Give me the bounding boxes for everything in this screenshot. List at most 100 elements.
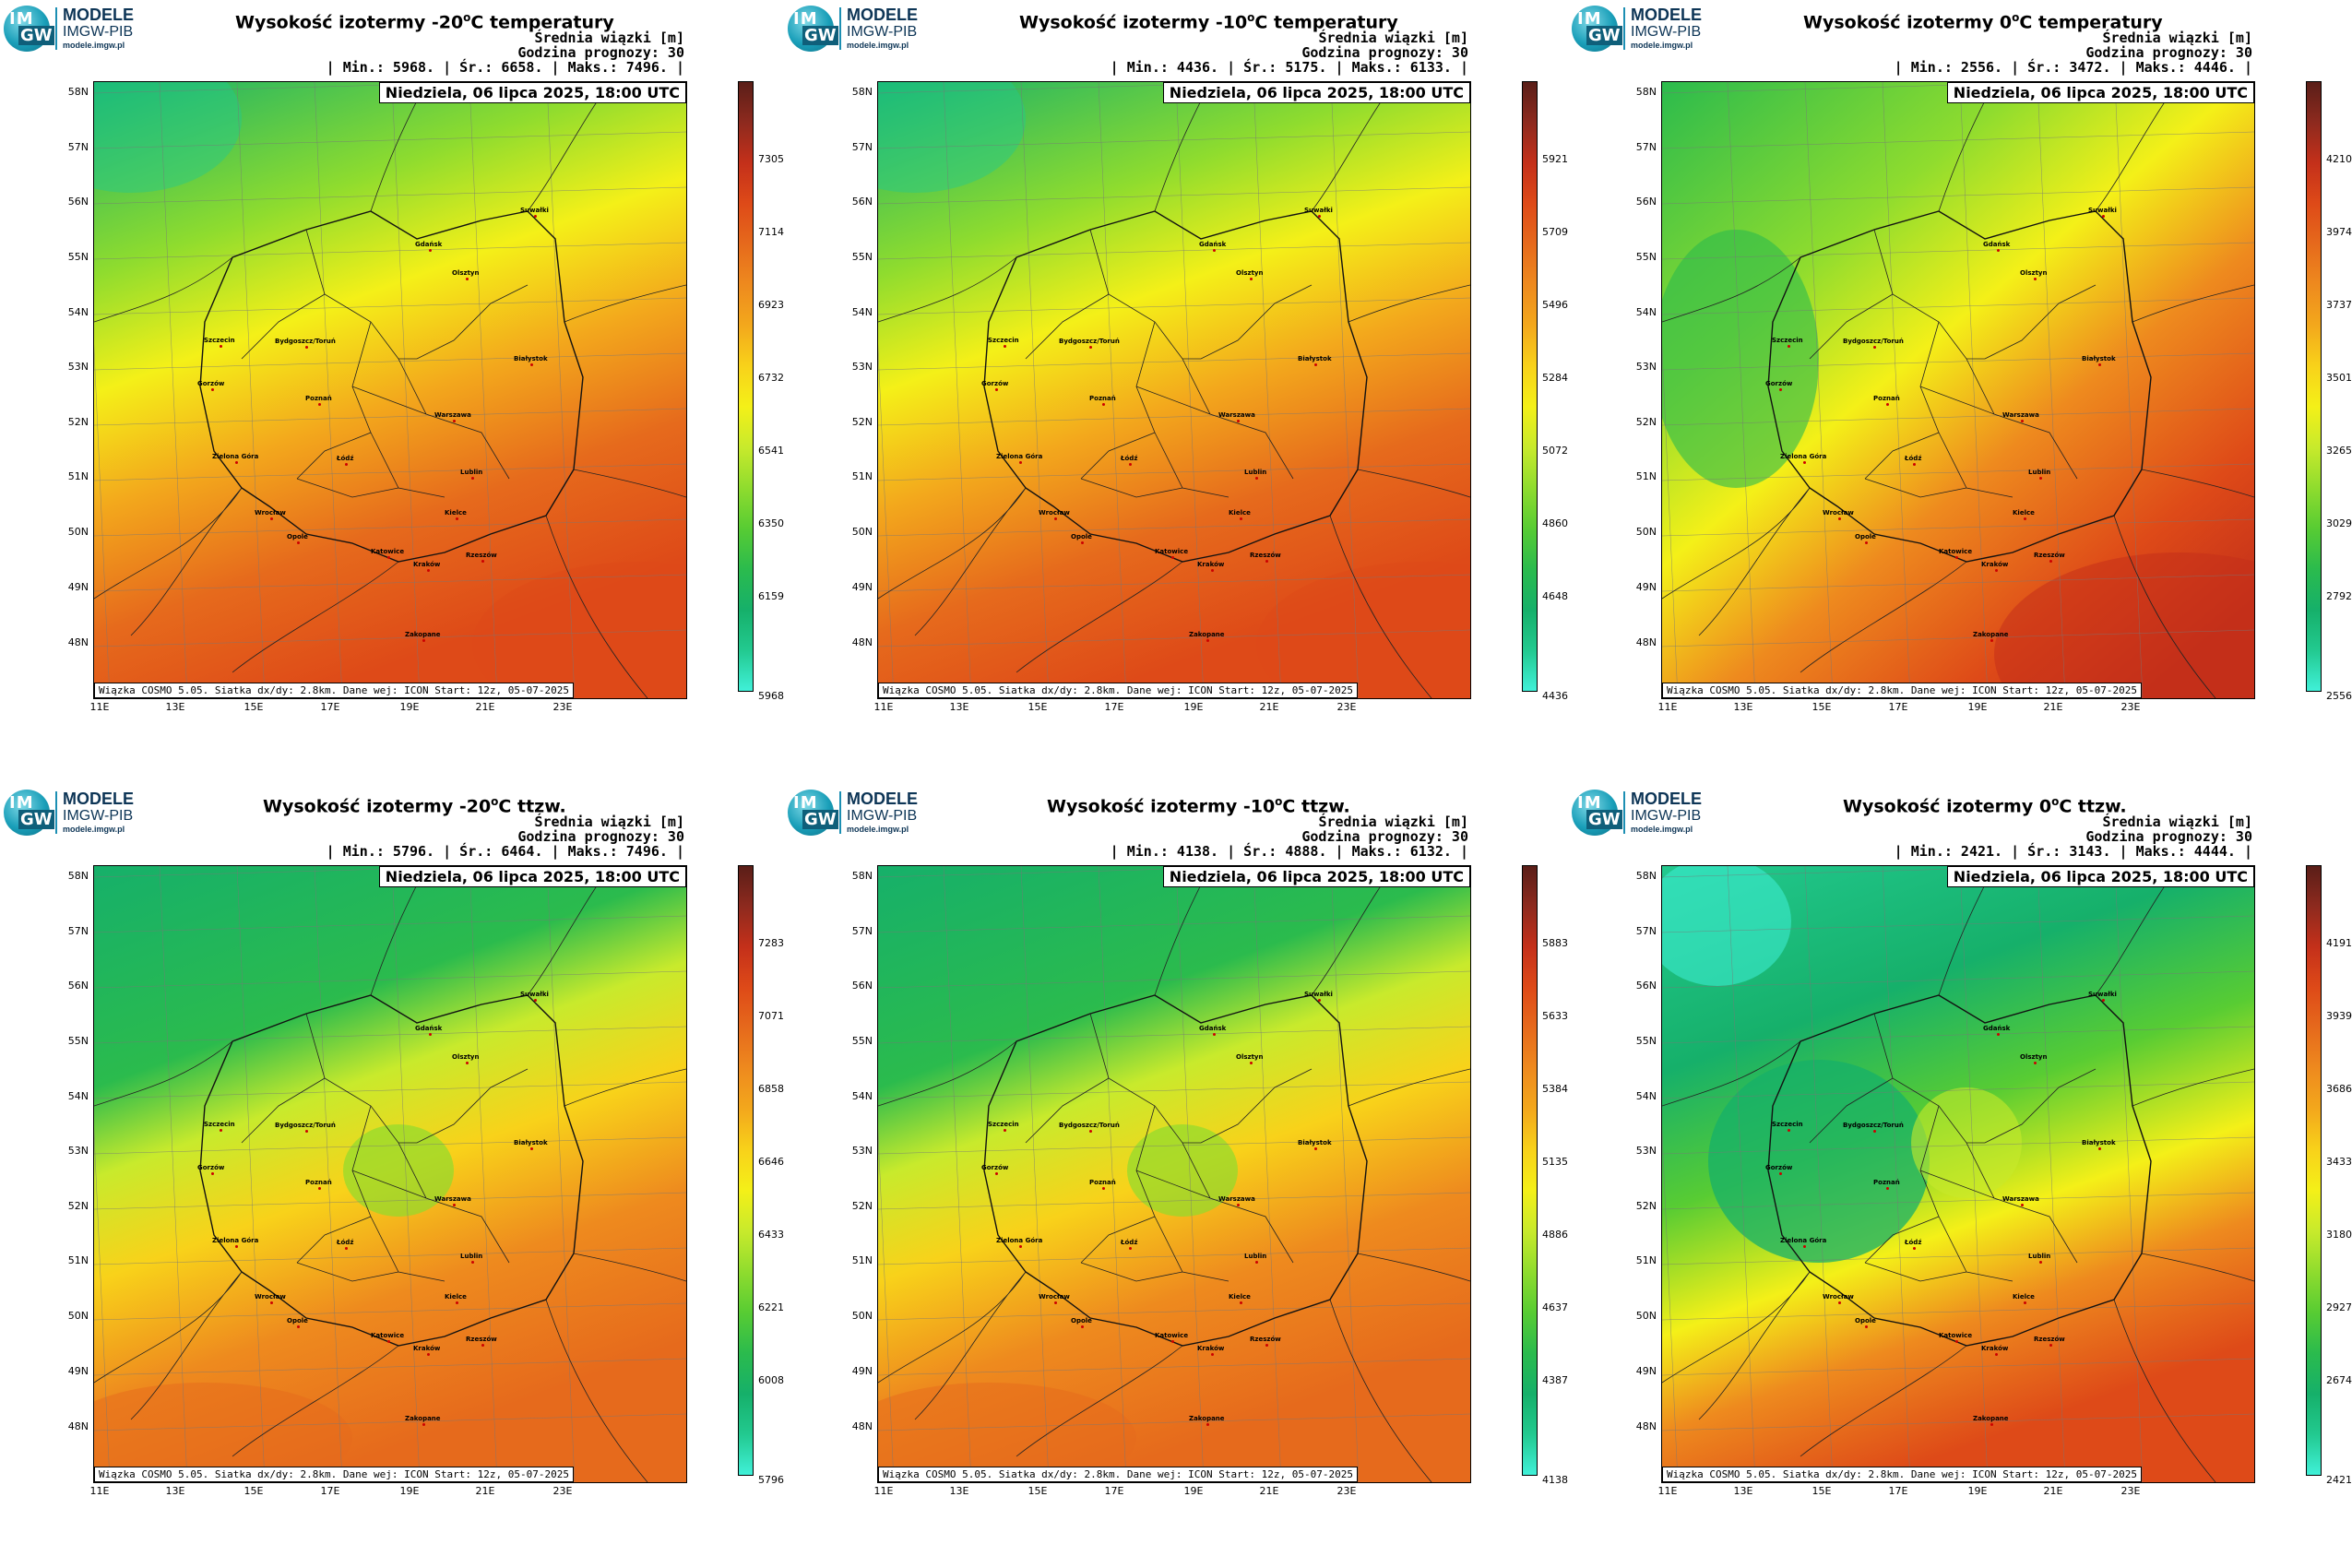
city-label: Białystok: [514, 355, 548, 366]
colorbar-tick: 7283: [758, 937, 784, 949]
map-area: Gdańsk Olsztyn Suwałki Szczecin Bydgoszcz/To…: [93, 865, 687, 1483]
lon-label: 23E: [1336, 701, 1357, 713]
imgw-logo: IM GW MODELE IMGW-PIB modele.imgw.pl: [788, 788, 935, 837]
lat-label: 57N: [67, 141, 89, 153]
lat-label: 52N: [851, 1200, 873, 1212]
colorbar-tick: 4210: [2326, 153, 2352, 165]
lon-label: 21E: [1259, 1485, 1279, 1497]
lon-label: 21E: [1259, 701, 1279, 713]
lat-label: 52N: [67, 416, 89, 428]
beam-label: Średnia wiązki [m]: [2102, 814, 2252, 830]
city-label: Białystok: [2082, 355, 2116, 366]
city-label: Suwałki: [520, 207, 549, 218]
lat-label: 48N: [67, 636, 89, 648]
logo-brand-imgw: IMGW-PIB: [847, 808, 918, 824]
lat-label: 54N: [67, 1090, 89, 1102]
model-footer: Wiązka COSMO 5.05. Siatka dx/dy: 2.8km. …: [94, 683, 574, 698]
lon-label: 13E: [165, 701, 185, 713]
colorbar-tick: 7114: [758, 226, 784, 238]
lat-label: 58N: [67, 870, 89, 882]
lon-label: 21E: [475, 1485, 495, 1497]
city-label: Wrocław: [1823, 509, 1854, 520]
city-label: Kielce: [2013, 509, 2035, 520]
colorbar-tick: 5883: [1542, 937, 1568, 949]
colorbar-tick: 2927: [2326, 1301, 2352, 1313]
logo-brand-url: modele.imgw.pl: [1631, 41, 1693, 50]
colorbar-tick: 5496: [1542, 299, 1568, 311]
logo-brand-imgw: IMGW-PIB: [1631, 24, 1702, 40]
lon-label: 23E: [552, 1485, 573, 1497]
lat-label: 57N: [1635, 141, 1657, 153]
lat-label: 57N: [67, 925, 89, 937]
lon-label: 17E: [320, 1485, 340, 1497]
forecast-hour: Godzina prognozy: 30: [1301, 828, 1468, 845]
city-label: Gorzów: [981, 1164, 1009, 1175]
city-label: Katowice: [1155, 1332, 1189, 1343]
logo-brand-modele: MODELE: [63, 6, 135, 24]
lat-label: 50N: [1635, 526, 1657, 538]
city-label: Szczecin: [204, 337, 235, 348]
logo-text-top: IM: [793, 793, 818, 813]
city-label: Łódź: [1905, 455, 1922, 466]
lon-label: 15E: [1028, 1485, 1048, 1497]
colorbar-tick: 4191: [2326, 937, 2352, 949]
stats-line: | Min.: 2556. | Śr.: 3472. | Maks.: 4446…: [1894, 59, 2252, 76]
colorbar-tick: 6350: [758, 517, 784, 529]
lat-label: 48N: [67, 1420, 89, 1432]
lon-label: 13E: [165, 1485, 185, 1497]
city-label: Poznań: [1089, 1179, 1116, 1190]
city-label: Gdańsk: [1199, 1025, 1227, 1036]
colorbar-tick: 2792: [2326, 590, 2352, 602]
logo-brand-imgw: IMGW-PIB: [63, 24, 134, 40]
map-canvas: [878, 866, 1470, 1482]
city-label: Wrocław: [1039, 1293, 1070, 1304]
city-label: Zakopane: [1189, 631, 1225, 642]
city-label: Łódź: [1121, 1239, 1138, 1250]
lat-label: 54N: [67, 306, 89, 318]
colorbar-tick: 6541: [758, 445, 784, 457]
logo-brand-modele: MODELE: [847, 6, 919, 24]
lat-label: 51N: [851, 470, 873, 482]
lon-label: 17E: [1888, 701, 1908, 713]
colorbar-tick: 6858: [758, 1083, 784, 1095]
lat-label: 55N: [851, 1035, 873, 1047]
lon-label: 11E: [89, 701, 110, 713]
colorbar-tick: 5796: [758, 1474, 784, 1486]
colorbar-tick: 6923: [758, 299, 784, 311]
lat-label: 57N: [1635, 925, 1657, 937]
colorbar-tick: 6008: [758, 1374, 784, 1386]
logo-brand-url: modele.imgw.pl: [847, 41, 909, 50]
imgw-logo: IM GW MODELE IMGW-PIB modele.imgw.pl: [788, 4, 935, 53]
colorbar-tick: 4387: [1542, 1374, 1568, 1386]
city-label: Rzeszów: [466, 1336, 497, 1347]
lat-label: 55N: [67, 251, 89, 263]
city-label: Katowice: [1939, 548, 1973, 559]
lat-label: 56N: [851, 196, 873, 208]
stats-line: | Min.: 5968. | Śr.: 6658. | Maks.: 7496…: [326, 59, 684, 76]
city-label: Białystok: [2082, 1139, 2116, 1150]
lon-label: 17E: [1104, 701, 1124, 713]
lat-label: 55N: [1635, 251, 1657, 263]
logo-text-bottom: GW: [1586, 810, 1622, 829]
stats-line: | Min.: 5796. | Śr.: 6464. | Maks.: 7496…: [326, 843, 684, 860]
city-label: Katowice: [1939, 1332, 1973, 1343]
logo-brand-modele: MODELE: [63, 790, 135, 808]
colorbar-tick: 5135: [1542, 1156, 1568, 1168]
lat-label: 48N: [1635, 1420, 1657, 1432]
city-label: Kraków: [1197, 1345, 1225, 1356]
lon-label: 21E: [2043, 701, 2063, 713]
forecast-panel: IM GW MODELE IMGW-PIB modele.imgw.pl Wys…: [784, 784, 1568, 1568]
lat-label: 56N: [67, 196, 89, 208]
logo-separator: [839, 7, 841, 50]
city-label: Opole: [1855, 533, 1876, 544]
lat-label: 52N: [1635, 416, 1657, 428]
city-label: Kraków: [413, 561, 441, 572]
lat-label: 58N: [851, 870, 873, 882]
valid-date: Niedziela, 06 lipca 2025, 18:00 UTC: [1946, 866, 2254, 887]
panel-title: Wysokość izotermy -20oC temperatury: [235, 11, 614, 33]
imgw-logo: IM GW MODELE IMGW-PIB modele.imgw.pl: [4, 788, 151, 837]
city-label: Olsztyn: [1236, 1053, 1264, 1064]
colorbar-tick: 5072: [1542, 445, 1568, 457]
city-label: Warszawa: [434, 411, 471, 422]
colorbar-tick: 5709: [1542, 226, 1568, 238]
